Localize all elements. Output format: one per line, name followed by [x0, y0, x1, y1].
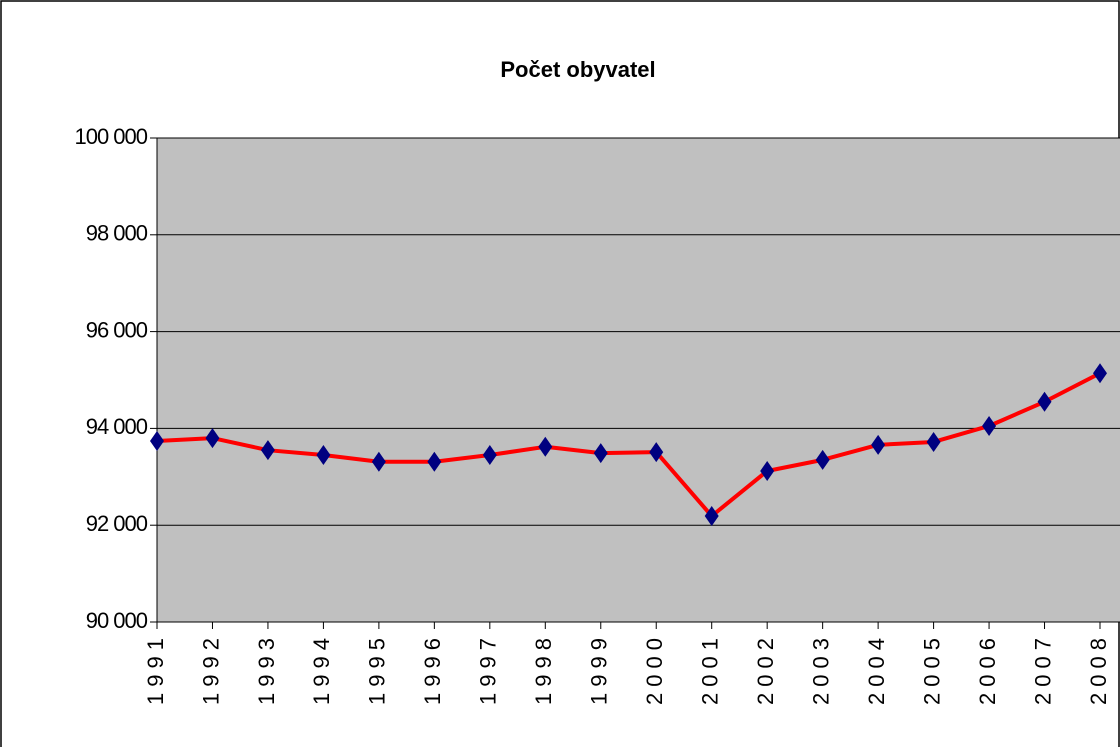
x-tick-label: 2002 — [753, 632, 778, 705]
x-tick-label: 2005 — [919, 632, 944, 705]
data-point — [871, 434, 886, 455]
x-tick-label: 2000 — [642, 632, 667, 705]
x-tick-label: 2008 — [1086, 632, 1111, 705]
x-tick-label: 2007 — [1030, 632, 1055, 705]
y-tick-label: 96 000 — [86, 317, 148, 342]
data-point — [704, 506, 719, 527]
data-point — [538, 436, 553, 457]
x-tick-label: 1991 — [143, 632, 168, 705]
x-tick-label: 1995 — [365, 632, 390, 705]
x-tick-label: 1996 — [420, 632, 445, 705]
x-tick-label: 1992 — [198, 632, 223, 705]
x-tick-label: 1994 — [309, 632, 334, 705]
data-point — [815, 449, 830, 470]
data-point — [260, 440, 275, 461]
data-point — [482, 445, 497, 466]
x-tick-label: 1999 — [587, 632, 612, 705]
data-point — [926, 431, 941, 452]
data-point — [427, 451, 442, 472]
x-tick-label: 2004 — [864, 632, 889, 705]
y-tick-label: 90 000 — [86, 608, 148, 633]
data-point — [593, 443, 608, 464]
data-point — [371, 451, 386, 472]
data-point — [150, 430, 164, 451]
chart-title: Počet obyvatel — [500, 57, 655, 82]
x-tick-label: 2001 — [698, 632, 723, 705]
data-point — [760, 460, 775, 481]
data-point — [316, 445, 331, 466]
x-tick-label: 1993 — [254, 632, 279, 705]
series-line — [156, 371, 1101, 519]
data-point — [649, 442, 664, 463]
x-tick-label: 1997 — [476, 632, 501, 705]
x-tick-label: 2003 — [808, 632, 833, 705]
x-tick-label: 2006 — [975, 632, 1000, 705]
data-point — [982, 415, 997, 436]
data-point — [1037, 391, 1052, 412]
data-point — [1093, 363, 1107, 384]
y-tick-label: 100 000 — [74, 124, 147, 149]
y-tick-label: 92 000 — [86, 511, 148, 536]
data-point — [205, 428, 220, 449]
y-tick-label: 94 000 — [86, 414, 148, 439]
plot-area — [157, 138, 1120, 622]
y-tick-label: 98 000 — [86, 221, 148, 246]
x-tick-label: 1998 — [531, 632, 556, 705]
